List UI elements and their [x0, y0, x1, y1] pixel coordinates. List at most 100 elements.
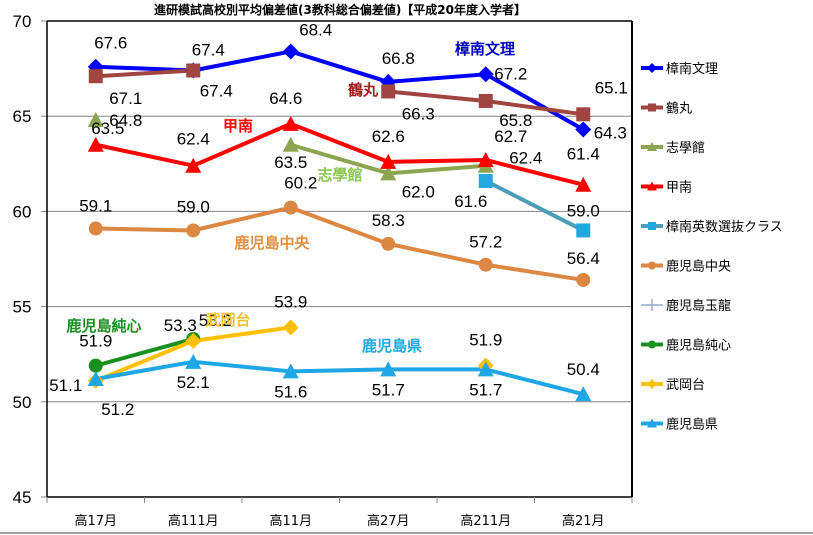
data-point: [282, 43, 299, 60]
series-name-label: 志學館: [317, 166, 362, 184]
data-point: [647, 142, 657, 151]
series-line-segment: [386, 241, 488, 267]
data-point: [282, 319, 299, 336]
data-label: 67.1: [109, 89, 142, 108]
data-point: [380, 165, 397, 181]
data-label: 62.6: [372, 127, 405, 146]
data-point: [576, 272, 591, 287]
data-label: 53.9: [274, 293, 307, 312]
series-line-segment: [386, 89, 488, 103]
data-label: 60.2: [284, 174, 317, 193]
series-line-segment: [483, 72, 586, 132]
data-label: 63.5: [91, 119, 124, 138]
data-label: 65.8: [499, 111, 532, 130]
y-tick-label: 45: [13, 488, 32, 507]
gridlines: [47, 115, 632, 403]
data-label: 52.1: [177, 373, 210, 392]
series-line-segment: [483, 178, 586, 233]
series-name-label: 鹿児島県: [362, 337, 422, 355]
data-point: [647, 181, 657, 191]
series-name-label: 鹿児島中央: [234, 234, 310, 252]
legend-label: 鹿児島玉龍: [666, 298, 731, 314]
data-label: 67.6: [94, 34, 127, 53]
data-label: 62.4: [177, 130, 210, 149]
legend: 樟南文理鶴丸志學館甲南樟南英数選抜クラス鹿児島中央鹿児島玉龍鹿児島純心武岡台鹿児…: [641, 61, 783, 433]
series-line-segment: [288, 121, 391, 164]
series-line-segment: [483, 157, 586, 187]
series-line-segment: [93, 336, 196, 368]
data-label: 59.0: [567, 201, 600, 220]
legend-item: 武岡台: [641, 378, 705, 393]
y-tick-label: 55: [13, 298, 32, 317]
data-label: 66.3: [402, 104, 435, 123]
data-point: [576, 107, 591, 122]
data-point: [648, 261, 656, 270]
series-line-segment: [386, 157, 488, 164]
data-point: [647, 63, 657, 73]
legend-item: 甲南: [641, 180, 692, 196]
legend-label: 志學館: [666, 141, 705, 156]
series-line-segment: [288, 205, 391, 246]
series-name-label: 鶴丸: [348, 81, 379, 99]
data-point: [381, 236, 396, 251]
data-point: [647, 418, 657, 428]
data-label: 62.4: [509, 149, 542, 168]
legend-label: 鹿児島県: [666, 417, 718, 433]
data-label: 61.6: [454, 192, 487, 211]
data-point: [478, 93, 493, 108]
data-point: [185, 157, 202, 173]
data-point: [185, 332, 202, 349]
data-point: [380, 361, 397, 377]
axes: [41, 20, 633, 503]
series-line-segment: [191, 359, 293, 374]
data-label: 67.2: [494, 64, 527, 83]
data-label: 68.4: [299, 20, 332, 39]
series-name-label: 鹿児島純心: [66, 317, 141, 335]
y-tick-label: 65: [13, 107, 32, 126]
data-point: [477, 151, 494, 167]
data-label: 62.0: [402, 182, 435, 201]
x-tick-label: 高211月: [460, 513, 511, 529]
legend-label: 鹿児島純心: [666, 338, 731, 354]
bottom-divider: [0, 532, 813, 534]
chart-title: 進研模試高校別平均偏差値(3教科総合偏差値)【平成20年度入学者】: [154, 2, 526, 17]
series-line-segment: [288, 49, 391, 84]
data-point: [648, 222, 656, 230]
data-point: [87, 370, 104, 386]
data-point: [88, 69, 103, 84]
series-line-segment: [191, 49, 293, 73]
y-tick-label: 60: [13, 202, 32, 221]
data-label: 64.6: [269, 89, 302, 108]
data-label: 57.2: [469, 233, 502, 252]
legend-label: 甲南: [666, 180, 692, 196]
data-label: 51.7: [372, 380, 405, 399]
legend-item: 樟南英数選抜クラス: [641, 219, 783, 235]
data-point: [575, 386, 592, 402]
data-label: 51.1: [49, 376, 82, 395]
legend-label: 樟南英数選抜クラス: [666, 219, 783, 235]
data-label: 51.6: [274, 382, 307, 401]
series-name-label: 樟南文理: [455, 40, 515, 58]
x-tick-labels: 高17月 高111月 高11月 高27月 高211月 高21月: [74, 513, 604, 529]
data-point: [477, 361, 494, 377]
series-line-segment: [93, 226, 196, 233]
data-label: 66.8: [382, 49, 415, 68]
legend-label: 鹿児島中央: [666, 259, 731, 275]
data-label: 65.1: [595, 78, 628, 97]
data-point: [380, 153, 397, 169]
series-line-segment: [191, 325, 293, 343]
data-point: [648, 340, 656, 349]
data-point: [282, 115, 299, 131]
data-point: [186, 63, 201, 78]
data-labels: 67.6 67.4 68.4 66.8 67.2 64.3 67.1 67.4 66.3 65.8…: [49, 20, 628, 418]
series-line-segment: [386, 72, 488, 84]
legend-label: 武岡台: [666, 378, 705, 393]
legend-item: 鹿児島県: [641, 417, 718, 433]
series-lines: [93, 49, 586, 397]
x-tick-label: 高11月: [269, 513, 312, 529]
data-point: [282, 363, 299, 379]
y-tick-label: 50: [13, 393, 32, 412]
data-label: 67.4: [192, 41, 225, 60]
data-point: [575, 121, 592, 138]
